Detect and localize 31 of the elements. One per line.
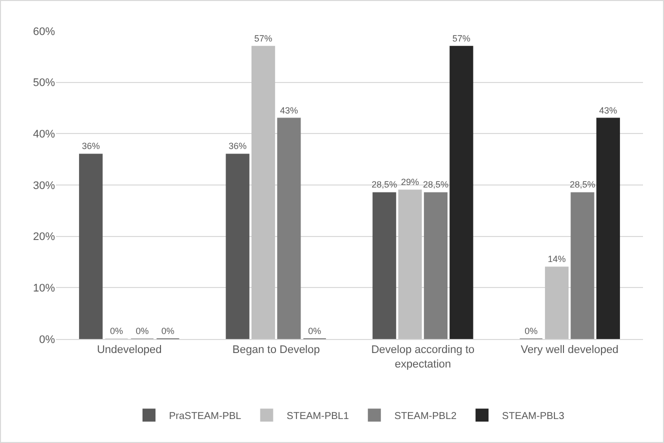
y-tick-label: 30%	[32, 180, 56, 192]
data-label: 0%	[524, 326, 538, 336]
data-label: 43%	[599, 105, 618, 116]
x-tick-label: Began to Develop	[232, 344, 320, 356]
data-label: 57%	[254, 33, 272, 44]
data-label: 0%	[136, 326, 149, 336]
y-tick-label: 40%	[32, 128, 56, 141]
data-label: 36%	[82, 141, 100, 152]
y-tick-label: 50%	[32, 77, 56, 90]
data-label: 28,5%	[422, 180, 448, 190]
y-tick-label: 20%	[32, 231, 56, 244]
data-label: 0%	[308, 326, 322, 336]
data-label: 28,5%	[372, 180, 398, 190]
legend-label: STEAM-PBL3	[502, 411, 565, 422]
y-tick-label: 0%	[39, 334, 56, 346]
data-label: 0%	[110, 326, 124, 336]
legend-label: STEAM-PBL1	[286, 411, 350, 422]
data-label: 28,5%	[570, 180, 596, 190]
x-tick-label: Develop according to expectation	[371, 344, 475, 370]
data-label: 14%	[548, 254, 566, 264]
data-label: 57%	[452, 33, 470, 44]
legend-label: PraSTEAM-PBL	[169, 411, 242, 422]
data-label: 29%	[401, 177, 420, 188]
data-label: 0%	[161, 326, 174, 336]
legend-label: STEAM-PBL2	[394, 411, 458, 422]
y-tick-label: 60%	[32, 26, 56, 38]
data-label: 36%	[228, 141, 247, 152]
y-tick-label: 10%	[32, 282, 56, 295]
x-tick-label: Very well developed	[520, 344, 619, 356]
x-tick-label: Undeveloped	[96, 344, 162, 356]
data-label: 43%	[280, 105, 298, 116]
